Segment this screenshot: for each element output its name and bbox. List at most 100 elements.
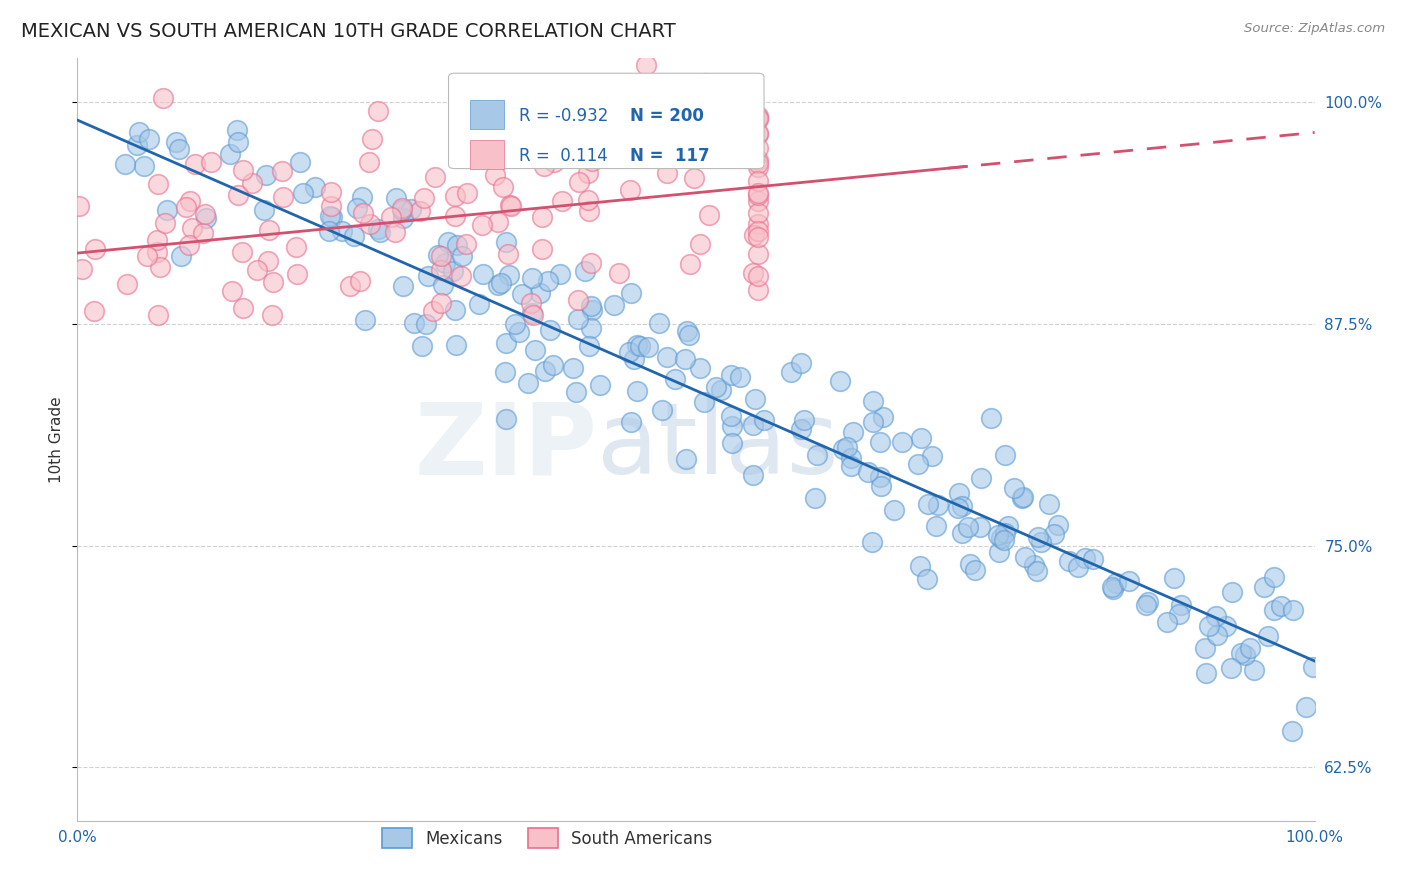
Point bbox=[404, 316, 426, 330]
Point bbox=[342, 229, 364, 244]
Point bbox=[675, 451, 697, 466]
Text: Source: ZipAtlas.com: Source: ZipAtlas.com bbox=[1244, 22, 1385, 36]
Point bbox=[578, 204, 600, 219]
Point bbox=[1043, 527, 1066, 541]
FancyBboxPatch shape bbox=[470, 139, 505, 169]
Point bbox=[531, 242, 554, 256]
Point bbox=[994, 448, 1017, 462]
Point bbox=[380, 210, 402, 224]
Point bbox=[240, 176, 263, 190]
Point bbox=[987, 545, 1010, 559]
Point bbox=[980, 410, 1002, 425]
Point bbox=[839, 458, 862, 473]
Point bbox=[747, 247, 769, 261]
Point bbox=[413, 191, 436, 205]
Point bbox=[579, 299, 602, 313]
Point bbox=[862, 415, 884, 429]
Point bbox=[1118, 574, 1140, 589]
Point bbox=[793, 413, 815, 427]
Point bbox=[155, 216, 177, 230]
Point bbox=[520, 270, 543, 285]
Point bbox=[1067, 560, 1090, 574]
Point bbox=[883, 503, 905, 517]
Point bbox=[482, 127, 505, 141]
Point bbox=[576, 193, 599, 207]
Point bbox=[779, 366, 801, 380]
Point bbox=[225, 122, 247, 136]
Point bbox=[495, 411, 517, 425]
Point bbox=[524, 343, 547, 357]
Point bbox=[1215, 619, 1237, 633]
Point bbox=[505, 317, 527, 331]
Point bbox=[321, 199, 343, 213]
Legend: Mexicans, South Americans: Mexicans, South Americans bbox=[375, 822, 720, 855]
Point bbox=[246, 263, 269, 277]
Point bbox=[664, 372, 686, 386]
Point bbox=[637, 339, 659, 353]
Point bbox=[498, 268, 520, 282]
Point bbox=[747, 205, 769, 219]
Point bbox=[832, 442, 855, 457]
Point bbox=[471, 219, 494, 233]
Point bbox=[619, 183, 641, 197]
Point bbox=[657, 166, 679, 180]
Point bbox=[498, 246, 520, 260]
Point bbox=[132, 159, 155, 173]
Text: MEXICAN VS SOUTH AMERICAN 10TH GRADE CORRELATION CHART: MEXICAN VS SOUTH AMERICAN 10TH GRADE COR… bbox=[21, 22, 676, 41]
Point bbox=[921, 450, 943, 464]
Point bbox=[446, 338, 468, 352]
Point bbox=[1170, 598, 1192, 612]
Point bbox=[359, 217, 381, 231]
Point bbox=[444, 189, 467, 203]
Point bbox=[987, 528, 1010, 542]
Point bbox=[83, 304, 105, 318]
Point bbox=[415, 317, 437, 331]
Point bbox=[288, 154, 311, 169]
Point bbox=[589, 378, 612, 392]
Point bbox=[441, 264, 464, 278]
Point bbox=[567, 312, 589, 326]
Point bbox=[495, 336, 517, 351]
Point bbox=[1220, 584, 1243, 599]
Point bbox=[917, 497, 939, 511]
Point bbox=[1038, 497, 1060, 511]
Point bbox=[156, 203, 179, 218]
Point bbox=[636, 58, 658, 72]
Point bbox=[537, 274, 560, 288]
Point bbox=[1012, 490, 1035, 504]
Point bbox=[994, 526, 1017, 541]
Point bbox=[997, 518, 1019, 533]
Point bbox=[434, 256, 457, 270]
Point bbox=[870, 478, 893, 492]
Point bbox=[508, 326, 530, 340]
Point bbox=[456, 186, 478, 200]
Point bbox=[426, 248, 449, 262]
Point bbox=[728, 370, 751, 384]
Text: R = -0.932: R = -0.932 bbox=[519, 107, 609, 125]
Point bbox=[430, 262, 453, 277]
Point bbox=[349, 274, 371, 288]
Point bbox=[620, 286, 643, 301]
Point bbox=[228, 187, 250, 202]
Point bbox=[862, 394, 884, 409]
Point bbox=[789, 356, 811, 370]
Point bbox=[194, 206, 217, 220]
Point bbox=[146, 245, 169, 260]
Point bbox=[292, 186, 315, 201]
Point bbox=[391, 201, 413, 215]
Point bbox=[1137, 595, 1160, 609]
Point bbox=[965, 562, 987, 576]
Point bbox=[179, 194, 201, 208]
Point bbox=[804, 491, 827, 505]
Point bbox=[1270, 599, 1292, 613]
Point bbox=[747, 187, 769, 202]
Point bbox=[456, 237, 478, 252]
Point bbox=[114, 157, 136, 171]
Point bbox=[346, 201, 368, 215]
Point bbox=[318, 224, 340, 238]
Point bbox=[950, 499, 973, 513]
Point bbox=[494, 365, 516, 379]
Point bbox=[450, 268, 472, 283]
FancyBboxPatch shape bbox=[449, 73, 763, 169]
Point bbox=[747, 194, 769, 208]
